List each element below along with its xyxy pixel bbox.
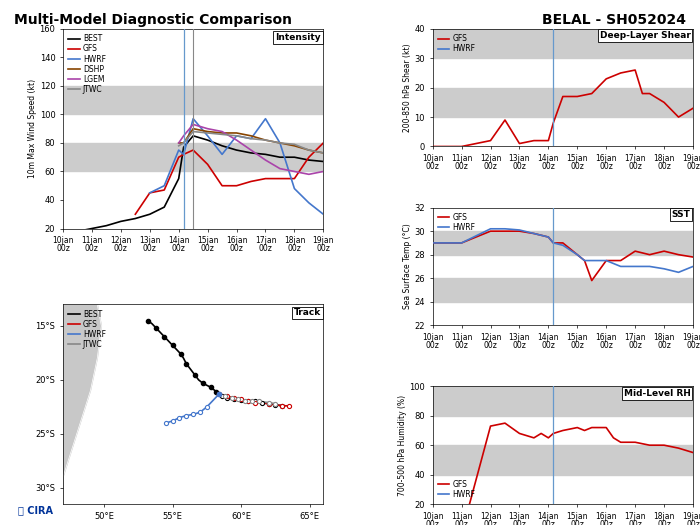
Text: SST: SST: [671, 210, 690, 219]
Text: Intensity: Intensity: [275, 33, 321, 42]
Bar: [63, 86, 323, 114]
Bar: [433, 29, 693, 58]
Bar: [433, 386, 693, 416]
Text: Deep-Layer Shear: Deep-Layer Shear: [599, 31, 690, 40]
Legend: BEST, GFS, HWRF, JTWC: BEST, GFS, HWRF, JTWC: [66, 308, 107, 351]
Bar: [433, 445, 693, 475]
Polygon shape: [63, 304, 102, 504]
Bar: [63, 143, 323, 172]
Text: Multi-Model Diagnostic Comparison: Multi-Model Diagnostic Comparison: [14, 13, 292, 27]
Legend: GFS, HWRF: GFS, HWRF: [437, 33, 477, 55]
Bar: [433, 88, 693, 117]
Y-axis label: Sea Surface Temp (°C): Sea Surface Temp (°C): [402, 224, 412, 309]
Y-axis label: 700-500 hPa Humidity (%): 700-500 hPa Humidity (%): [398, 395, 407, 496]
Text: Ⓝ CIRA: Ⓝ CIRA: [18, 506, 52, 516]
Legend: GFS, HWRF: GFS, HWRF: [437, 212, 477, 234]
Text: Mid-Level RH: Mid-Level RH: [624, 388, 690, 398]
Legend: BEST, GFS, HWRF, DSHP, LGEM, JTWC: BEST, GFS, HWRF, DSHP, LGEM, JTWC: [66, 33, 107, 96]
Y-axis label: 200-850 hPa Shear (kt): 200-850 hPa Shear (kt): [402, 44, 412, 132]
Bar: [433, 278, 693, 302]
Bar: [433, 231, 693, 255]
Text: BELAL - SH052024: BELAL - SH052024: [542, 13, 686, 27]
Y-axis label: 10m Max Wind Speed (kt): 10m Max Wind Speed (kt): [28, 79, 36, 178]
Legend: GFS, HWRF: GFS, HWRF: [437, 478, 477, 500]
Text: Track: Track: [293, 308, 321, 317]
